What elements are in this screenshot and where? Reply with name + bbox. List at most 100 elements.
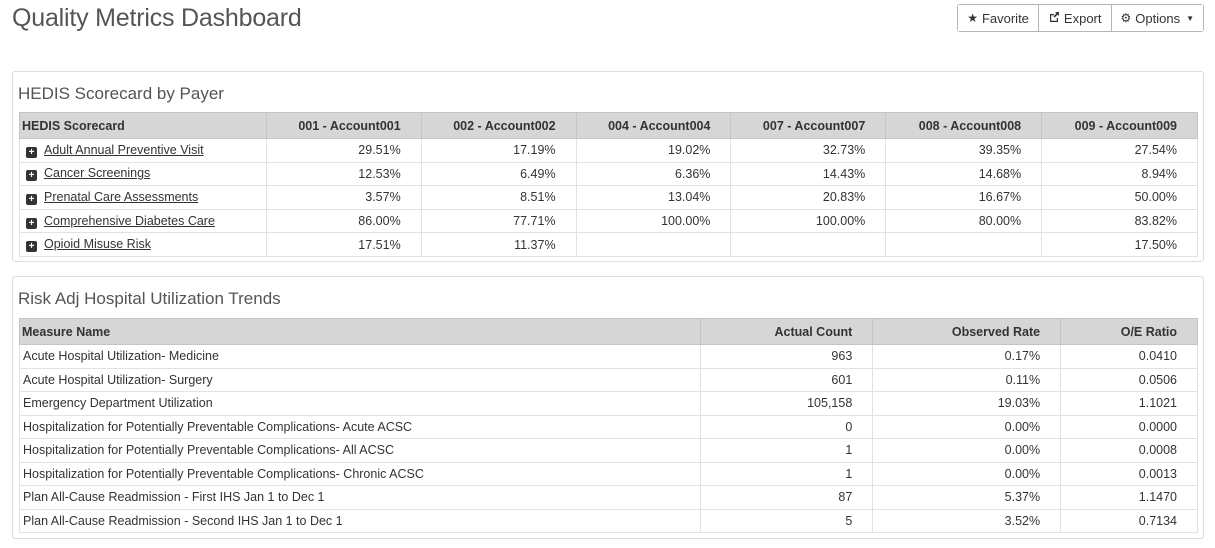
- hedis-value-cell: 86.00%: [265, 208, 422, 234]
- expand-plus-icon[interactable]: +: [26, 217, 37, 229]
- utilization-actual-count-cell: 963: [700, 344, 874, 369]
- utilization-row: Hospitalization for Potentially Preventa…: [18, 414, 1198, 439]
- expand-plus-icon[interactable]: +: [26, 241, 37, 253]
- hedis-value-cell: 17.19%: [420, 138, 577, 163]
- utilization-panel: Risk Adj Hospital Utilization Trends Mea…: [12, 276, 1204, 539]
- hedis-measure-cell: + Cancer Screenings: [19, 161, 267, 187]
- hedis-value-cell: 100.00%: [730, 208, 887, 234]
- hedis-measure-link[interactable]: Comprehensive Diabetes Care: [44, 213, 215, 228]
- utilization-oe-ratio-cell: 0.0506: [1060, 367, 1198, 392]
- utilization-oe-ratio-cell: 0.7134: [1060, 508, 1198, 533]
- utilization-actual-count-cell: 1: [700, 461, 874, 486]
- utilization-observed-rate-cell: 19.03%: [872, 391, 1062, 416]
- expand-plus-icon[interactable]: +: [26, 170, 37, 182]
- hedis-header-row: HEDIS Scorecard 001 - Account001 002 - Acc…: [19, 112, 1198, 139]
- utilization-name-cell: Acute Hospital Utilization- Surgery: [18, 367, 702, 392]
- utilization-observed-rate-cell: 0.17%: [872, 344, 1062, 369]
- utilization-header-row: Measure Name Actual Count Observed Rate O/E…: [18, 318, 1198, 345]
- caret-down-icon: ▼: [1186, 13, 1194, 23]
- utilization-column-header: Actual Count: [700, 318, 874, 345]
- favorite-button[interactable]: ★ Favorite: [958, 5, 1038, 31]
- utilization-oe-ratio-cell: 0.0008: [1060, 438, 1198, 463]
- hedis-measure-cell: + Prenatal Care Assessments: [19, 185, 267, 210]
- hedis-value-cell: 17.51%: [265, 232, 422, 257]
- hedis-value-cell: 50.00%: [1041, 185, 1198, 210]
- hedis-value-cell: 27.54%: [1041, 138, 1198, 163]
- hedis-value-cell: 100.00%: [575, 208, 732, 234]
- utilization-name-cell: Plan All-Cause Readmission - First IHS J…: [18, 485, 702, 510]
- utilization-actual-count-cell: 601: [700, 367, 874, 392]
- utilization-observed-rate-cell: 0.00%: [872, 438, 1062, 463]
- hedis-value-cell: 16.67%: [885, 185, 1043, 210]
- hedis-value-cell: 17.50%: [1041, 232, 1198, 257]
- utilization-name-cell: Hospitalization for Potentially Preventa…: [18, 438, 702, 463]
- hedis-measure-link[interactable]: Adult Annual Preventive Visit: [44, 142, 204, 157]
- hedis-row: + Opioid Misuse Risk 17.51% 11.37% 17.50%: [19, 232, 1198, 257]
- page-title: Quality Metrics Dashboard: [12, 4, 302, 32]
- utilization-row: Hospitalization for Potentially Preventa…: [18, 438, 1198, 463]
- hedis-panel-title: HEDIS Scorecard by Payer: [18, 84, 224, 103]
- utilization-observed-rate-cell: 3.52%: [872, 508, 1062, 533]
- utilization-actual-count-cell: 105,158: [700, 391, 874, 416]
- hedis-column-header: 008 - Account008: [885, 112, 1043, 139]
- hedis-column-header: 009 - Account009: [1041, 112, 1198, 139]
- hedis-measure-link[interactable]: Prenatal Care Assessments: [44, 189, 199, 204]
- utilization-actual-count-cell: 87: [700, 485, 874, 510]
- hedis-column-header: 004 - Account004: [575, 112, 732, 139]
- hedis-value-cell: 39.35%: [885, 138, 1043, 163]
- export-label: Export: [1063, 10, 1102, 26]
- expand-plus-icon[interactable]: +: [26, 146, 37, 158]
- export-button[interactable]: Export: [1037, 5, 1111, 31]
- utilization-column-header: O/E Ratio: [1060, 318, 1198, 345]
- utilization-panel-title: Risk Adj Hospital Utilization Trends: [18, 289, 281, 308]
- hedis-value-cell: 3.57%: [265, 185, 422, 210]
- hedis-value-cell: 8.94%: [1041, 161, 1198, 187]
- hedis-value-cell: 29.51%: [265, 138, 422, 163]
- hedis-row: + Adult Annual Preventive Visit 29.51% 17.1…: [19, 138, 1198, 163]
- hedis-measure-link[interactable]: Opioid Misuse Risk: [44, 237, 151, 252]
- hedis-value-cell: 13.04%: [575, 185, 732, 210]
- utilization-observed-rate-cell: 5.37%: [872, 485, 1062, 510]
- hedis-value-cell: 11.37%: [420, 232, 577, 257]
- star-icon: ★: [967, 11, 978, 25]
- hedis-value-cell: 12.53%: [265, 161, 422, 187]
- utilization-oe-ratio-cell: 0.0013: [1060, 461, 1198, 486]
- utilization-actual-count-cell: 1: [700, 438, 874, 463]
- utilization-oe-ratio-cell: 0.0000: [1060, 414, 1198, 439]
- hedis-value-cell: 83.82%: [1041, 208, 1198, 234]
- hedis-panel: HEDIS Scorecard by Payer HEDIS Scorecard…: [12, 71, 1204, 262]
- hedis-column-header: 007 - Account007: [730, 112, 887, 139]
- utilization-name-cell: Hospitalization for Potentially Preventa…: [18, 461, 702, 486]
- options-button[interactable]: ⚙ Options ▼: [1110, 5, 1203, 31]
- utilization-row: Hospitalization for Potentially Preventa…: [18, 461, 1198, 486]
- external-export-icon: [1048, 11, 1060, 25]
- hedis-value-cell: 14.68%: [885, 161, 1043, 187]
- hedis-measure-link[interactable]: Cancer Screenings: [44, 166, 151, 181]
- hedis-measure-cell: + Adult Annual Preventive Visit: [19, 138, 267, 163]
- hedis-value-cell: [730, 232, 887, 257]
- utilization-observed-rate-cell: 0.00%: [872, 414, 1062, 439]
- hedis-value-cell: 32.73%: [730, 138, 887, 163]
- utilization-actual-count-cell: 0: [700, 414, 874, 439]
- hedis-measure-cell: + Opioid Misuse Risk: [19, 232, 267, 257]
- utilization-oe-ratio-cell: 1.1470: [1060, 485, 1198, 510]
- expand-plus-icon[interactable]: +: [26, 193, 37, 205]
- utilization-row: Acute Hospital Utilization- Surgery 601 0.…: [18, 367, 1198, 392]
- utilization-name-cell: Acute Hospital Utilization- Medicine: [18, 344, 702, 369]
- hedis-row: + Prenatal Care Assessments 3.57% 8.51% 13.0…: [19, 185, 1198, 210]
- hedis-table: HEDIS Scorecard 001 - Account001 002 - Acc…: [19, 112, 1198, 257]
- hedis-measure-cell: + Comprehensive Diabetes Care: [19, 208, 267, 234]
- utilization-name-cell: Hospitalization for Potentially Preventa…: [18, 414, 702, 439]
- utilization-row: Acute Hospital Utilization- Medicine 963 0…: [18, 344, 1198, 369]
- utilization-row: Emergency Department Utilization 105,158 1…: [18, 391, 1198, 416]
- utilization-row: Plan All-Cause Readmission - Second IHS …: [18, 508, 1198, 533]
- favorite-label: Favorite: [981, 10, 1029, 26]
- hedis-value-cell: 80.00%: [885, 208, 1043, 234]
- utilization-oe-ratio-cell: 0.0410: [1060, 344, 1198, 369]
- utilization-column-header: Measure Name: [18, 318, 702, 345]
- hedis-row: + Comprehensive Diabetes Care 86.00% 77.71%…: [19, 208, 1198, 234]
- utilization-row: Plan All-Cause Readmission - First IHS J…: [18, 485, 1198, 510]
- hedis-column-header: HEDIS Scorecard: [19, 112, 267, 139]
- hedis-value-cell: 77.71%: [420, 208, 577, 234]
- hedis-value-cell: 20.83%: [730, 185, 887, 210]
